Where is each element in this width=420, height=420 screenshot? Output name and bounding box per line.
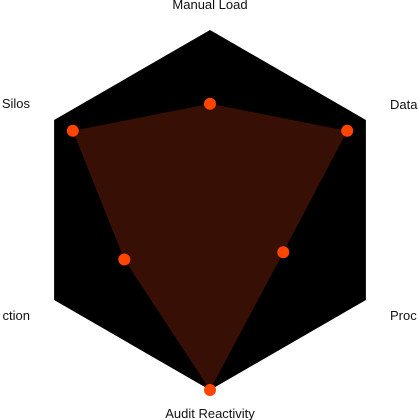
axis-label-proc: Proc xyxy=(390,308,417,323)
radar-markers xyxy=(66,97,354,396)
axis-label-ction: ction xyxy=(3,308,30,323)
radar-marker-1 xyxy=(341,124,354,137)
radar-marker-2 xyxy=(277,246,290,259)
radar-marker-4 xyxy=(118,253,131,266)
radar-marker-3 xyxy=(204,384,216,396)
axis-label-manual-load: Manual Load xyxy=(172,0,247,12)
radar-marker-5 xyxy=(66,124,79,137)
radar-series-area xyxy=(72,103,348,391)
axis-label-audit-reactivity: Audit Reactivity xyxy=(165,406,255,420)
radar-marker-0 xyxy=(204,97,216,110)
axis-label-data: Data xyxy=(390,97,418,112)
axis-label-silos: Silos xyxy=(2,96,31,111)
